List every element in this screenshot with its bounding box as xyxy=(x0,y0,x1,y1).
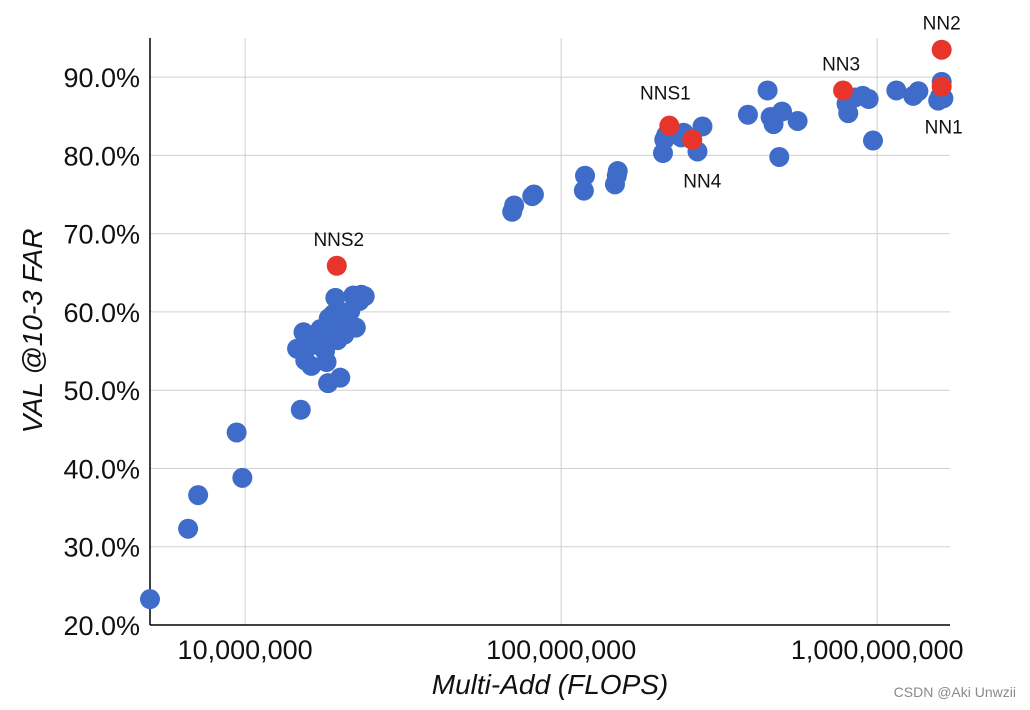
data-point xyxy=(573,180,594,201)
data-point xyxy=(772,101,793,122)
data-point xyxy=(140,589,160,610)
x-tick-label: 100,000,000 xyxy=(486,635,636,665)
y-tick-label: 90.0% xyxy=(63,63,140,93)
data-point xyxy=(575,165,596,186)
data-point xyxy=(757,80,778,101)
data-point xyxy=(325,287,346,308)
data-point xyxy=(862,130,883,151)
data-point xyxy=(232,467,253,488)
data-points xyxy=(140,71,954,610)
data-point xyxy=(316,352,337,373)
x-tick-labels: 10,000,000 100,000,000 1,000,000,000 xyxy=(178,635,964,665)
data-point xyxy=(290,399,311,420)
data-point xyxy=(345,317,366,338)
data-point xyxy=(301,355,322,376)
y-tick-label: 60.0% xyxy=(63,298,140,328)
y-tick-label: 40.0% xyxy=(63,454,140,484)
data-point xyxy=(523,184,544,205)
highlight-point-nn2 xyxy=(931,39,952,60)
data-point xyxy=(838,103,859,124)
highlight-point-nns1 xyxy=(659,115,680,136)
point-label-nn2: NN2 xyxy=(923,14,961,35)
axes xyxy=(149,38,950,626)
data-point xyxy=(188,485,209,506)
data-point xyxy=(769,146,790,167)
data-point xyxy=(858,89,879,110)
y-tick-labels: 20.0% 30.0% 40.0% 50.0% 60.0% 70.0% 80.0% 90.0% xyxy=(63,63,140,641)
y-tick-label: 70.0% xyxy=(63,220,140,250)
data-point xyxy=(886,80,907,101)
y-tick-label: 30.0% xyxy=(63,533,140,563)
grid-lines xyxy=(150,38,950,625)
x-tick-label: 10,000,000 xyxy=(178,635,313,665)
data-point xyxy=(787,110,808,131)
point-label-nn1: NN1 xyxy=(925,118,963,139)
watermark: CSDN @Aki Unwzii xyxy=(893,684,1016,700)
data-point xyxy=(178,518,199,539)
point-label-nns2: NNS2 xyxy=(313,230,364,251)
y-tick-label: 80.0% xyxy=(63,141,140,171)
point-label-nn4: NN4 xyxy=(683,172,721,193)
highlight-point-nn3 xyxy=(833,80,854,101)
point-labels: NN1 NN2 NN3 NN4 NNS1 NNS2 xyxy=(313,14,962,251)
data-point xyxy=(607,161,628,182)
highlight-point-nns2 xyxy=(326,255,347,276)
highlight-point-nn1 xyxy=(931,76,952,97)
y-tick-label: 50.0% xyxy=(63,376,140,406)
x-tick-label: 1,000,000,000 xyxy=(791,635,964,665)
point-label-nn3: NN3 xyxy=(822,54,860,75)
data-point xyxy=(330,367,351,388)
highlight-point-nn4 xyxy=(682,129,703,150)
y-axis-title: VAL @10-3 FAR xyxy=(17,229,48,434)
point-label-nns1: NNS1 xyxy=(640,84,691,105)
data-point xyxy=(504,195,525,216)
data-point xyxy=(737,104,758,125)
data-point xyxy=(908,81,929,102)
data-point xyxy=(354,286,375,307)
x-axis-title: Multi-Add (FLOPS) xyxy=(432,669,669,700)
highlighted-points xyxy=(326,39,952,276)
data-point xyxy=(226,422,247,443)
y-tick-label: 20.0% xyxy=(63,611,140,641)
